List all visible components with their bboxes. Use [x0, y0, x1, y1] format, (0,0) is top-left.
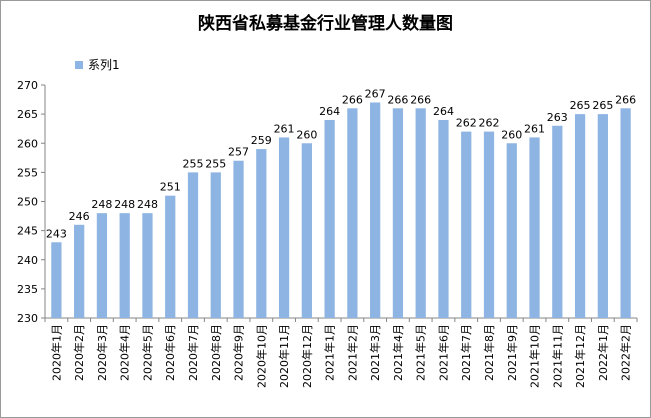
chart-title: 陕西省私募基金行业管理人数量图: [198, 14, 453, 34]
x-tick-label: 2020年8月: [209, 324, 223, 381]
data-label: 248: [137, 198, 158, 211]
x-tick-label: 2021年12月: [573, 324, 587, 388]
bar: [620, 108, 631, 318]
x-tick-label: 2021年10月: [528, 324, 542, 388]
x-tick-label: 2020年4月: [118, 324, 132, 381]
bar: [96, 213, 108, 318]
y-tick-label: 230: [17, 312, 38, 325]
x-tick-label: 2020年5月: [140, 324, 154, 381]
data-label: 262: [479, 117, 500, 130]
bar: [347, 108, 358, 318]
x-tick-label: 2020年7月: [186, 324, 200, 381]
data-label: 266: [615, 93, 636, 106]
bar: [506, 143, 517, 318]
bar: [119, 213, 130, 318]
x-tick-label: 2020年9月: [232, 324, 246, 381]
x-tick-label: 2021年5月: [414, 324, 428, 381]
bar: [210, 172, 221, 318]
legend: 系列1: [75, 56, 120, 73]
bar: [529, 137, 540, 318]
data-label: 263: [547, 111, 568, 124]
y-tick-label: 255: [17, 166, 38, 179]
bar: [370, 102, 381, 318]
data-label: 261: [524, 122, 545, 135]
bar: [187, 172, 199, 318]
y-tick-label: 265: [17, 108, 38, 121]
bar: [552, 125, 563, 319]
data-label: 260: [296, 128, 317, 141]
x-tick-label: 2020年11月: [277, 324, 291, 388]
bar: [142, 213, 153, 318]
y-tick-label: 240: [17, 254, 38, 267]
x-tick-label: 2021年6月: [436, 324, 450, 381]
x-tick-label: 2021年2月: [345, 324, 359, 381]
x-tick-label: 2020年6月: [163, 324, 177, 381]
data-label: 267: [365, 87, 386, 100]
bar: [392, 108, 404, 318]
data-label: 255: [183, 157, 204, 170]
data-label: 264: [433, 105, 454, 118]
data-label: 262: [456, 117, 477, 130]
data-label: 257: [228, 146, 249, 159]
bar: [74, 224, 85, 318]
y-tick-label: 270: [17, 79, 38, 92]
x-tick-label: 2021年3月: [368, 324, 382, 381]
x-tick-label: 2020年3月: [95, 324, 109, 381]
data-label: 248: [114, 198, 135, 211]
data-label: 261: [274, 122, 295, 135]
bar: [574, 114, 586, 318]
x-tick-label: 2021年11月: [550, 324, 564, 388]
bar: [301, 143, 312, 318]
legend-swatch: [75, 60, 83, 69]
bar: [438, 119, 449, 318]
data-label: 266: [410, 93, 431, 106]
x-tick-label: 2021年7月: [459, 324, 473, 381]
bar: [51, 242, 62, 318]
data-label: 264: [319, 105, 340, 118]
bar: [278, 137, 290, 318]
bar: [165, 195, 176, 318]
y-tick-label: 235: [17, 283, 38, 296]
data-label: 259: [251, 134, 272, 147]
data-label: 243: [46, 227, 67, 240]
data-label: 265: [570, 99, 591, 112]
bar: [324, 119, 335, 318]
x-tick-label: 2021年8月: [482, 324, 496, 381]
x-tick-label: 2020年10月: [254, 324, 268, 388]
y-tick-label: 245: [17, 225, 38, 238]
y-tick-label: 260: [17, 137, 38, 150]
x-tick-label: 2021年9月: [505, 324, 519, 381]
x-tick-label: 2021年1月: [323, 324, 337, 381]
x-tick-label: 2021年4月: [391, 324, 405, 381]
bar: [256, 149, 267, 318]
data-label: 266: [387, 93, 408, 106]
data-label: 251: [160, 181, 181, 194]
data-label: 246: [69, 210, 90, 223]
data-label: 255: [205, 157, 226, 170]
x-tick-label: 2022年2月: [619, 324, 633, 381]
x-tick-label: 2020年12月: [300, 324, 314, 388]
x-tick-label: 2020年1月: [49, 324, 63, 381]
data-label: 260: [501, 128, 522, 141]
data-label: 266: [342, 93, 363, 106]
data-label: 265: [592, 99, 613, 112]
data-label: 248: [91, 198, 112, 211]
legend-label: 系列1: [88, 58, 120, 72]
bar: [415, 108, 426, 318]
y-tick-label: 250: [17, 196, 38, 209]
bar: [233, 160, 244, 318]
bar: [483, 131, 495, 318]
x-tick-label: 2022年1月: [596, 324, 610, 381]
x-tick-label: 2020年2月: [72, 324, 86, 381]
bar: [597, 114, 608, 318]
bar: [461, 131, 472, 318]
